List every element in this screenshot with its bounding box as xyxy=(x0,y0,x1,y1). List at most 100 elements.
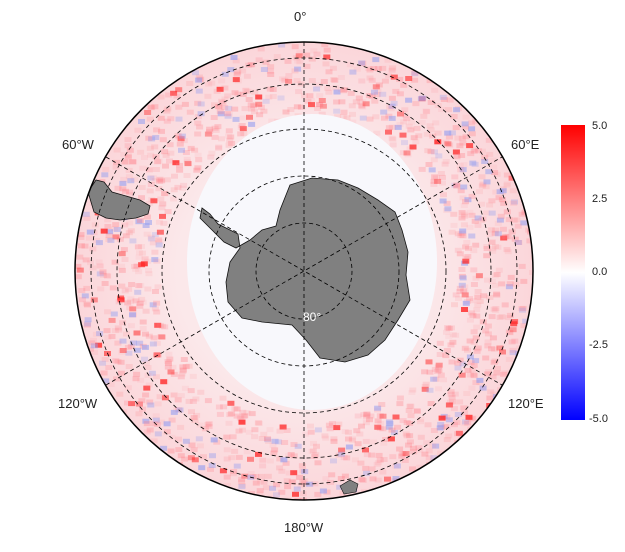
anomaly-cell xyxy=(189,398,197,404)
anomaly-cell xyxy=(434,139,442,145)
anomaly-cell xyxy=(223,456,231,462)
anomaly-cell xyxy=(181,101,189,107)
anomaly-cell xyxy=(374,66,382,72)
anomaly-cell xyxy=(159,213,166,219)
anomaly-cell xyxy=(235,428,243,434)
anomaly-cell xyxy=(161,149,169,155)
anomaly-cell xyxy=(164,359,172,365)
anomaly-cell xyxy=(341,429,349,434)
anomaly-cell xyxy=(420,467,428,473)
anomaly-cell xyxy=(434,178,442,184)
anomaly-cell xyxy=(467,310,475,316)
anomaly-cell xyxy=(403,420,411,425)
anomaly-cell xyxy=(372,57,380,63)
anomaly-cell xyxy=(462,114,470,120)
anomaly-cell xyxy=(260,108,268,114)
anomaly-cell xyxy=(299,479,307,485)
anomaly-cell xyxy=(216,86,224,92)
anomaly-cell xyxy=(282,460,290,466)
anomaly-cell xyxy=(503,172,511,178)
anomaly-cell xyxy=(456,163,464,168)
anomaly-cell xyxy=(126,147,134,153)
anomaly-cell xyxy=(252,474,260,480)
anomaly-cell xyxy=(479,385,487,391)
anomaly-cell xyxy=(406,439,414,445)
anomaly-cell xyxy=(119,186,127,192)
anomaly-cell xyxy=(177,424,185,430)
anomaly-cell xyxy=(515,240,523,245)
anomaly-cell xyxy=(445,134,453,140)
anomaly-cell xyxy=(168,417,176,423)
anomaly-cell xyxy=(155,237,163,243)
anomaly-cell xyxy=(368,466,376,472)
anomaly-cell xyxy=(386,420,394,426)
anomaly-cell xyxy=(470,148,478,154)
anomaly-cell xyxy=(405,442,412,448)
anomaly-cell xyxy=(374,418,382,424)
anomaly-cell xyxy=(82,211,90,217)
anomaly-cell xyxy=(230,469,238,475)
anomaly-cell xyxy=(285,453,292,459)
anomaly-cell xyxy=(453,182,461,188)
anomaly-cell xyxy=(373,461,381,467)
anomaly-cell xyxy=(450,222,458,228)
anomaly-cell xyxy=(224,110,231,116)
anomaly-cell xyxy=(344,429,352,435)
anomaly-cell xyxy=(468,131,476,137)
anomaly-cell xyxy=(461,292,469,298)
anomaly-cell xyxy=(264,436,271,442)
anomaly-cell xyxy=(135,219,143,225)
anomaly-cell xyxy=(105,233,113,239)
anomaly-cell xyxy=(464,347,471,353)
anomaly-cell xyxy=(366,116,374,122)
anomaly-cell xyxy=(269,87,277,92)
anomaly-cell xyxy=(319,488,327,494)
anomaly-cell xyxy=(380,457,388,462)
anomaly-cell xyxy=(228,411,236,417)
anomaly-cell xyxy=(187,388,195,394)
anomaly-cell xyxy=(310,48,318,54)
anomaly-cell xyxy=(112,234,120,240)
anomaly-cell xyxy=(486,294,494,300)
anomaly-cell xyxy=(82,257,90,263)
anomaly-cell xyxy=(492,227,500,233)
anomaly-cell xyxy=(399,418,407,424)
anomaly-cell xyxy=(112,222,120,228)
anomaly-cell xyxy=(163,177,171,183)
anomaly-cell xyxy=(374,405,382,411)
anomaly-cell xyxy=(285,470,293,476)
anomaly-cell xyxy=(484,343,492,349)
anomaly-cell xyxy=(441,423,449,429)
anomaly-cell xyxy=(401,451,409,457)
anomaly-cell xyxy=(308,56,316,62)
anomaly-cell xyxy=(338,447,346,453)
anomaly-cell xyxy=(511,236,519,242)
anomaly-cell xyxy=(138,398,146,404)
anomaly-cell xyxy=(335,421,343,427)
anomaly-cell xyxy=(257,478,264,484)
anomaly-cell xyxy=(207,466,214,472)
anomaly-cell xyxy=(469,312,477,318)
anomaly-cell xyxy=(374,88,382,94)
anomaly-cell xyxy=(323,489,331,495)
anomaly-cell xyxy=(294,498,302,500)
anomaly-cell xyxy=(139,406,146,412)
anomaly-cell xyxy=(225,133,233,139)
anomaly-cell xyxy=(176,162,183,168)
anomaly-cell xyxy=(135,254,143,260)
anomaly-cell xyxy=(513,217,521,223)
anomaly-cell xyxy=(456,143,464,149)
anomaly-cell xyxy=(456,251,464,257)
anomaly-cell xyxy=(249,474,257,480)
anomaly-cell xyxy=(156,178,164,184)
anomaly-cell xyxy=(260,67,268,72)
anomaly-cell xyxy=(474,289,482,294)
anomaly-cell xyxy=(177,374,185,380)
anomaly-cell xyxy=(417,96,425,102)
anomaly-cell xyxy=(152,289,159,294)
anomaly-cell xyxy=(421,451,429,457)
anomaly-cell xyxy=(405,97,413,103)
anomaly-cell xyxy=(462,244,470,250)
anomaly-cell xyxy=(165,351,173,357)
anomaly-cell xyxy=(129,159,137,165)
